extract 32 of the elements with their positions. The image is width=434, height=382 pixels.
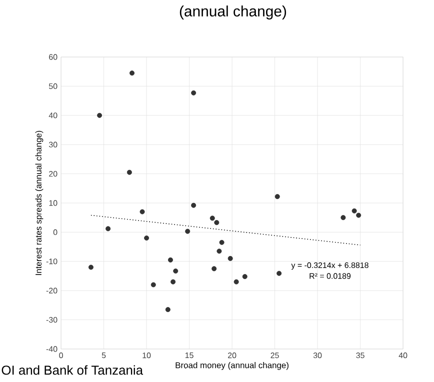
chart-title: (annual change) — [180, 6, 286, 20]
point — [126, 170, 132, 175]
point — [88, 264, 94, 270]
point — [212, 266, 217, 272]
point — [274, 194, 280, 200]
point — [242, 274, 248, 280]
point — [150, 282, 156, 288]
point — [191, 90, 196, 96]
point — [356, 212, 362, 218]
point — [97, 112, 102, 118]
point — [185, 228, 190, 234]
point — [106, 226, 111, 232]
x-axis-title: Broad money (annual change) — [176, 362, 288, 370]
text: OI and Bank of Tanzania — [2, 365, 144, 375]
point — [340, 215, 346, 220]
point — [140, 209, 145, 214]
point — [352, 208, 357, 214]
point — [191, 202, 196, 208]
point — [219, 240, 224, 245]
y-axis-title: Interest rates spreads (annual change) — [35, 130, 44, 275]
point — [173, 268, 178, 274]
point — [210, 216, 215, 221]
point — [214, 220, 220, 226]
point — [165, 307, 170, 312]
point — [130, 70, 135, 76]
point — [276, 270, 282, 276]
point — [144, 236, 150, 241]
point — [234, 279, 239, 284]
point — [168, 257, 173, 262]
point — [170, 279, 176, 284]
point — [228, 256, 233, 261]
point — [216, 248, 222, 254]
